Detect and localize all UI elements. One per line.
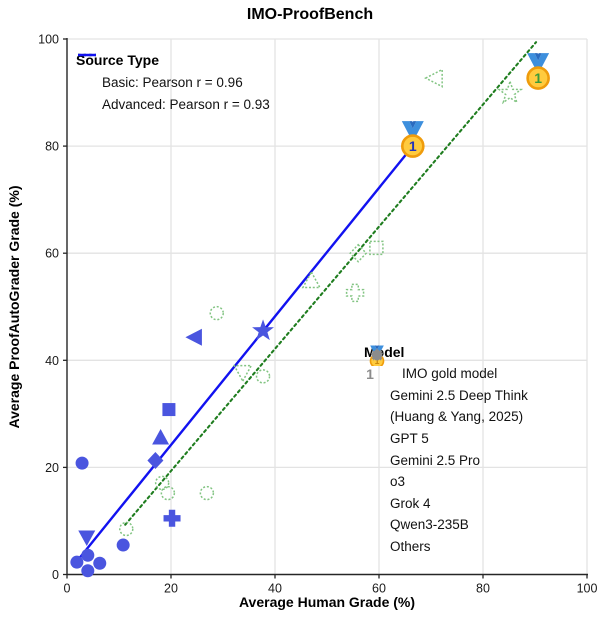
legend-model-item: Grok 4 [364, 349, 528, 515]
legend-source-label: Advanced: Pearson r = 0.93 [102, 96, 270, 112]
gold-medal-icon: 1 [400, 121, 425, 158]
legend-source-item: Basic: Pearson r = 0.96 [76, 53, 270, 93]
legend-model-item: (Huang & Yang, 2025) [364, 349, 528, 428]
y-tick-label: 80 [45, 140, 59, 154]
legend-model-item: Gemini 2.5 Pro [364, 349, 528, 471]
legend-model: Model 1 1 IMO gold model Gemini 2.5 Deep Th… [364, 344, 528, 557]
legend-model-label: (Huang & Yang, 2025) [390, 409, 524, 425]
point-advanced-circle [93, 556, 107, 570]
point-advanced-diamond [147, 451, 164, 469]
point-advanced-tri-up [152, 428, 170, 445]
x-axis-label: Average Human Grade (%) [238, 594, 416, 610]
point-advanced-circle [81, 548, 95, 562]
point-basic-plus [345, 283, 365, 303]
point-basic-circle [199, 485, 215, 501]
point-basic-tri-up [301, 270, 322, 289]
point-basic-star [496, 79, 524, 105]
gold-medal-icon: 1 [526, 53, 550, 90]
legend-source-title: Source Type [76, 52, 159, 68]
fit-line-basic [124, 41, 538, 526]
x-tick-label: 80 [476, 582, 490, 596]
legend-model-item: o3 [364, 349, 528, 493]
legend-model-label: GPT 5 [390, 431, 429, 447]
point-basic-circle [119, 521, 134, 537]
legend-model-label: Gemini 2.5 Pro [390, 452, 481, 468]
svg-text:1: 1 [534, 70, 542, 86]
legend-source-type: Source Type Basic: Pearson r = 0.96 Advan… [76, 52, 270, 115]
chart-title: IMO-ProofBench [246, 6, 374, 23]
fit-line-advanced [76, 144, 414, 562]
y-tick-label: 100 [38, 33, 59, 47]
point-advanced-tri-left [185, 328, 202, 346]
point-basic-circle [160, 485, 176, 501]
legend-model-label: Gemini 2.5 Deep Think [390, 387, 528, 403]
x-tick-label: 40 [268, 582, 282, 596]
point-advanced-plus [163, 509, 181, 527]
rank-1-label: 1 [366, 365, 374, 382]
legend-model-label: o3 [390, 474, 406, 490]
y-tick-label: 0 [52, 568, 59, 582]
series-basic: 1 [119, 53, 550, 537]
legend-model-label: Others [390, 539, 431, 555]
point-basic-circle [255, 369, 271, 384]
legend-model-item: Qwen3-235B [364, 350, 528, 536]
legend-source-label: Basic: Pearson r = 0.96 [102, 74, 243, 90]
legend-model-label: Qwen3-235B [390, 517, 469, 533]
point-advanced-circle [116, 538, 130, 552]
svg-text:1: 1 [409, 138, 417, 154]
point-basic-circle [209, 305, 225, 321]
x-tick-label: 20 [164, 582, 178, 596]
point-advanced-tri-down [78, 530, 96, 547]
x-tick-label: 0 [64, 582, 71, 596]
series-advanced: 1 [70, 121, 425, 578]
point-basic-circle [154, 475, 170, 491]
legend-model-item: 1 1 IMO gold model [364, 345, 528, 385]
x-tick-label: 60 [372, 582, 386, 596]
point-basic-square [369, 240, 384, 256]
point-advanced-circle [75, 456, 89, 470]
legend-model-item: Gemini 2.5 Deep Think [364, 347, 528, 407]
point-basic-tri-down [232, 364, 253, 383]
point-basic-diamond [349, 243, 368, 263]
point-basic-tri-left [424, 68, 443, 88]
legend-model-item: GPT 5 [364, 350, 528, 450]
axes: 0 20 40 60 80 100 0 20 40 60 80 100 [38, 33, 597, 596]
point-advanced-star [252, 319, 274, 341]
y-tick-label: 40 [45, 354, 59, 368]
y-tick-label: 60 [45, 247, 59, 261]
legend-model-label: IMO gold model [402, 366, 498, 382]
point-advanced-square [162, 403, 176, 417]
legend-source-item: Advanced: Pearson r = 0.93 [76, 53, 270, 115]
x-tick-label: 100 [577, 582, 598, 596]
y-tick-label: 20 [45, 461, 59, 475]
legend-model-item: Others [364, 350, 528, 558]
y-axis-label: Average ProofAutoGrader Grade (%) [6, 185, 22, 429]
legend-model-label: Grok 4 [390, 495, 431, 511]
point-advanced-circle [81, 564, 95, 578]
point-advanced-circle [70, 555, 84, 569]
svg-text:1: 1 [375, 356, 380, 366]
